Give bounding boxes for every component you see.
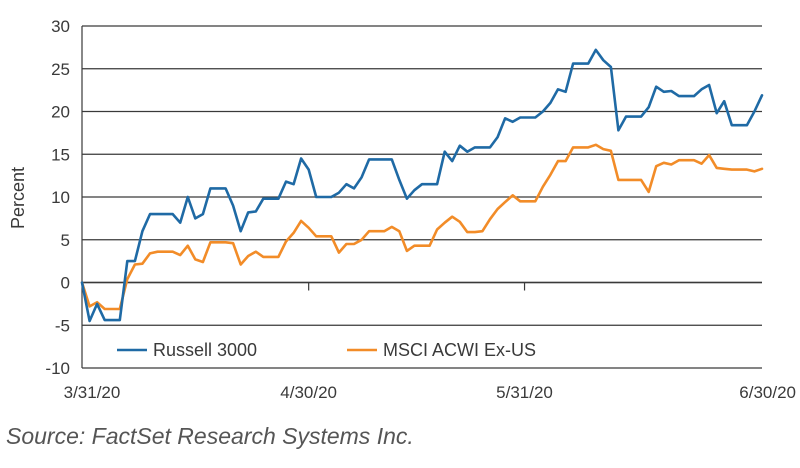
series-line-msci-acwi-ex-us [80, 143, 764, 311]
y-tick-label: 15 [51, 145, 70, 164]
y-tick-label: 30 [51, 17, 70, 36]
y-tick-label: 25 [51, 60, 70, 79]
x-tick-label: 3/31/20 [64, 383, 121, 402]
x-axis-ticks: 3/31/20 4/30/20 5/31/20 6/30/20 [64, 282, 796, 402]
line-chart: 30 25 20 15 10 5 0 -5 -10 3/31/20 4/30/20 5/31/20 6… [8, 17, 796, 402]
y-tick-label: 5 [61, 231, 70, 250]
source-note: Source: FactSet Research Systems Inc. [6, 423, 414, 449]
y-tick-label: -5 [55, 316, 70, 335]
y-tick-label: 10 [51, 188, 70, 207]
x-tick-label: 6/30/20 [739, 383, 796, 402]
y-axis-ticks: 30 25 20 15 10 5 0 -5 -10 [45, 17, 70, 378]
y-tick-label: -10 [45, 359, 70, 378]
y-tick-label: 20 [51, 103, 70, 122]
legend-label: MSCI ACWI Ex-US [383, 340, 536, 360]
x-tick-label: 4/30/20 [280, 383, 337, 402]
legend: Russell 3000 MSCI ACWI Ex-US [117, 340, 536, 360]
series-line-russell-3000 [80, 48, 764, 323]
legend-label: Russell 3000 [153, 340, 257, 360]
x-tick-label: 5/31/20 [496, 383, 553, 402]
gridlines [81, 25, 762, 369]
y-tick-label: 0 [61, 274, 70, 293]
y-axis-title: Percent [8, 167, 28, 229]
series-lines [80, 48, 764, 323]
